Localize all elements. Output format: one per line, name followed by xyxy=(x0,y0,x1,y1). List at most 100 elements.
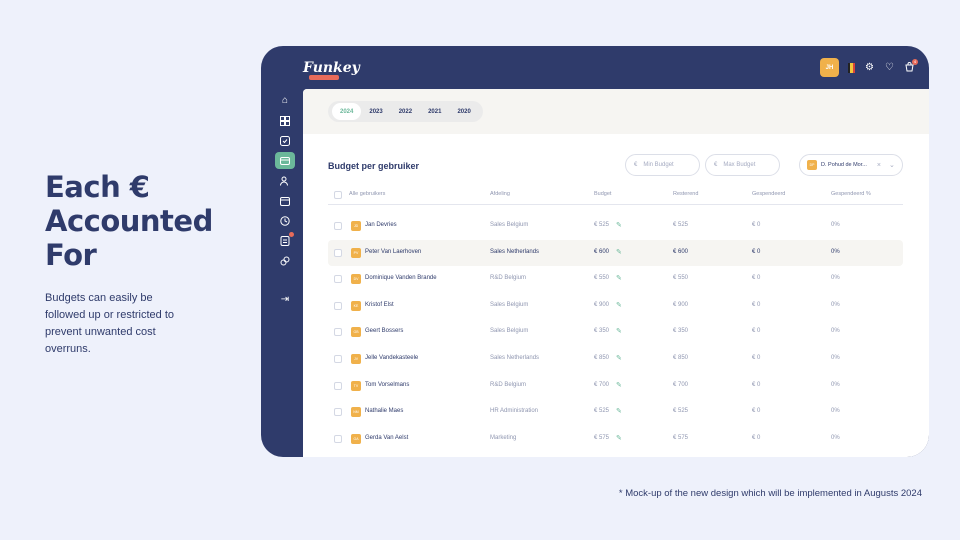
gear-icon[interactable]: ⚙ xyxy=(865,62,874,73)
tab-year-2022[interactable]: 2022 xyxy=(398,108,413,115)
row-user-name[interactable]: Jelle Vandekasteele xyxy=(365,355,419,361)
row-remaining: € 575 xyxy=(673,434,689,441)
top-bar-actions: JH ⚙ ♡ 4 xyxy=(820,58,918,77)
edit-pencil-icon[interactable]: ✎ xyxy=(616,222,622,229)
grid-icon[interactable] xyxy=(275,112,295,129)
heart-icon[interactable]: ♡ xyxy=(885,62,894,73)
row-spent: € 0 xyxy=(752,434,761,441)
edit-pencil-icon[interactable]: ✎ xyxy=(616,355,622,362)
max-budget-placeholder: Max Budget xyxy=(723,162,756,168)
col-spent[interactable]: Gespendeerd xyxy=(752,191,786,197)
row-checkbox[interactable] xyxy=(334,301,342,310)
row-avatar: GB xyxy=(351,327,361,338)
clock-icon[interactable] xyxy=(275,212,295,229)
row-checkbox[interactable] xyxy=(334,328,342,337)
table-row[interactable]: NM Nathalie Maes HR Administration € 525 ✎ € … xyxy=(328,399,903,425)
main-content: 2024 2023 2022 2021 2020 Budget per gebr… xyxy=(303,89,929,457)
sidebar-badge xyxy=(289,232,294,237)
row-checkbox[interactable] xyxy=(334,275,342,284)
tab-year-2020[interactable]: 2020 xyxy=(457,108,471,115)
select-all-checkbox[interactable] xyxy=(334,191,342,199)
user-avatar[interactable]: JH xyxy=(820,58,839,77)
row-remaining: € 550 xyxy=(673,275,689,282)
col-budget[interactable]: Budget xyxy=(594,191,612,197)
edit-pencil-icon[interactable]: ✎ xyxy=(616,328,622,336)
min-budget-placeholder: Min Budget xyxy=(643,162,674,168)
link-icon[interactable] xyxy=(275,252,295,269)
table-row[interactable]: DV Dominique Vanden Brande R&D Belgium € 55… xyxy=(328,266,903,292)
table-row[interactable]: GA Gerda Van Aelst Marketing € 575 ✎ € 575 € 0… xyxy=(328,426,903,452)
user-filter-select[interactable]: DP D. Pohud de Mor... × ⌄ xyxy=(799,154,903,176)
row-spent: € 0 xyxy=(752,355,761,361)
row-department: Sales Belgium xyxy=(490,222,529,228)
edit-pencil-icon[interactable]: ✎ xyxy=(616,301,622,309)
row-checkbox[interactable] xyxy=(334,222,342,230)
app-mockup: Funkey JH ⚙ ♡ 4 ⌂ xyxy=(261,46,929,457)
table-row[interactable]: JV Jelle Vandekasteele Sales Netherlands € … xyxy=(328,346,903,372)
clear-icon[interactable]: × xyxy=(876,161,881,169)
edit-pencil-icon[interactable]: ✎ xyxy=(616,381,622,389)
row-checkbox[interactable] xyxy=(334,355,342,363)
max-budget-input[interactable]: € Max Budget xyxy=(705,154,780,176)
row-user-name[interactable]: Tom Vorselmans xyxy=(365,381,410,388)
budget-icon[interactable] xyxy=(275,152,295,169)
home-icon[interactable]: ⌂ xyxy=(281,95,289,106)
row-department: Sales Belgium xyxy=(490,301,529,308)
row-department: Marketing xyxy=(490,434,517,441)
row-checkbox[interactable] xyxy=(334,248,342,257)
edit-pencil-icon[interactable]: ✎ xyxy=(616,275,622,283)
slide-footnote: * Mock-up of the new design which will b… xyxy=(618,488,922,499)
row-avatar: NM xyxy=(351,407,361,418)
row-remaining: € 850 xyxy=(673,355,689,361)
tab-year-2023[interactable]: 2023 xyxy=(369,108,383,115)
col-spent-pct[interactable]: Gespendeerd % xyxy=(831,191,871,197)
row-avatar: JV xyxy=(351,354,361,364)
row-user-name[interactable]: Peter Van Laerhoven xyxy=(365,248,422,255)
belgium-flag-icon[interactable] xyxy=(848,62,855,73)
funkey-logo[interactable]: Funkey xyxy=(303,60,360,76)
edit-pencil-icon[interactable]: ✎ xyxy=(616,408,622,416)
row-spent-pct: 0% xyxy=(831,301,840,308)
tab-year-2021[interactable]: 2021 xyxy=(428,108,442,115)
table-title: Budget per gebruiker xyxy=(328,161,420,171)
row-checkbox[interactable] xyxy=(334,408,342,417)
row-checkbox[interactable] xyxy=(334,381,342,390)
users-icon[interactable] xyxy=(275,172,295,189)
table-row[interactable]: KE Kristof Elst Sales Belgium € 900 ✎ € 900 € … xyxy=(328,293,903,319)
row-budget: € 900 xyxy=(594,301,610,308)
col-users[interactable]: Alle gebruikers xyxy=(349,191,386,197)
row-user-name[interactable]: Jan Devries xyxy=(365,222,397,228)
table-row[interactable]: GB Geert Bossers Sales Belgium € 350 ✎ € 350 €… xyxy=(328,319,903,345)
col-remaining[interactable]: Resterend xyxy=(673,191,699,197)
table-row[interactable]: JD Jan Devries Sales Belgium € 525 ✎ € 525 € 0… xyxy=(328,213,903,239)
row-budget: € 850 xyxy=(594,355,610,361)
edit-pencil-icon[interactable]: ✎ xyxy=(616,434,622,442)
calendar-icon[interactable] xyxy=(275,192,295,209)
row-budget: € 600 xyxy=(594,248,610,255)
row-user-name[interactable]: Nathalie Maes xyxy=(365,408,404,415)
row-spent-pct: 0% xyxy=(831,355,840,361)
row-checkbox[interactable] xyxy=(334,434,342,443)
cart-icon[interactable]: 4 xyxy=(904,59,918,73)
col-department[interactable]: Afdeling xyxy=(490,191,510,197)
row-user-name[interactable]: Geert Bossers xyxy=(365,328,404,335)
row-user-name[interactable]: Kristof Elst xyxy=(365,301,394,308)
row-spent: € 0 xyxy=(752,222,761,228)
logout-icon[interactable]: ⇥ xyxy=(280,294,290,305)
row-spent-pct: 0% xyxy=(831,434,840,441)
chevron-down-icon[interactable]: ⌄ xyxy=(888,162,895,169)
row-user-name[interactable]: Gerda Van Aelst xyxy=(365,434,409,441)
edit-pencil-icon[interactable]: ✎ xyxy=(616,248,622,256)
row-department: Sales Netherlands xyxy=(490,355,540,361)
min-budget-input[interactable]: € Min Budget xyxy=(625,154,700,176)
document-icon[interactable] xyxy=(275,232,295,249)
table-row[interactable]: PV Peter Van Laerhoven Sales Netherlands € … xyxy=(328,239,903,266)
checklist-icon[interactable] xyxy=(275,132,295,149)
row-spent-pct: 0% xyxy=(831,222,840,228)
headline-line-2: Accounted xyxy=(45,204,213,238)
table-row[interactable]: TV Tom Vorselmans R&D Belgium € 700 ✎ € 700 € … xyxy=(328,373,903,399)
row-spent: € 0 xyxy=(752,275,761,282)
tab-year-2024[interactable]: 2024 xyxy=(332,103,362,120)
row-department: R&D Belgium xyxy=(490,381,527,388)
row-user-name[interactable]: Dominique Vanden Brande xyxy=(365,275,437,282)
